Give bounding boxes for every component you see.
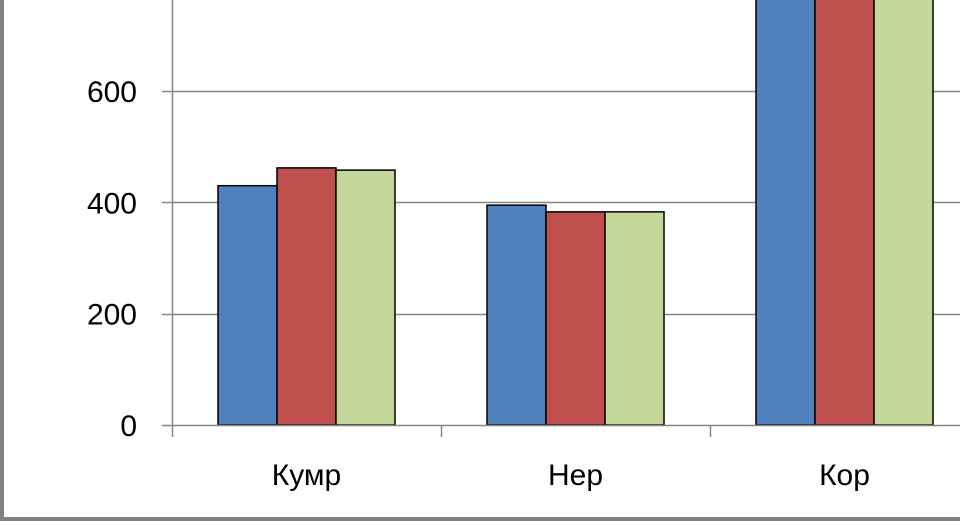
bars	[217, 0, 934, 426]
axes	[162, 0, 960, 437]
bar	[814, 0, 875, 426]
y-tick-label: 0	[120, 410, 137, 443]
bar-chart: 0 200 400 600 Кумр Нер Кор	[87, 0, 960, 492]
labels: 0 200 400 600 Кумр Нер Кор	[87, 76, 870, 492]
bar	[755, 0, 816, 426]
bar	[545, 211, 606, 426]
bar	[276, 167, 337, 426]
y-tick-label: 600	[87, 76, 137, 109]
bar	[604, 211, 665, 426]
bar	[486, 204, 547, 426]
category-label: Кумр	[272, 459, 341, 492]
y-tick-label: 400	[87, 187, 137, 220]
bar	[873, 0, 934, 426]
bar	[335, 169, 396, 426]
y-tick-label: 200	[87, 299, 137, 332]
category-label: Нер	[548, 459, 603, 492]
bar	[217, 184, 278, 426]
category-label: Кор	[819, 459, 870, 492]
